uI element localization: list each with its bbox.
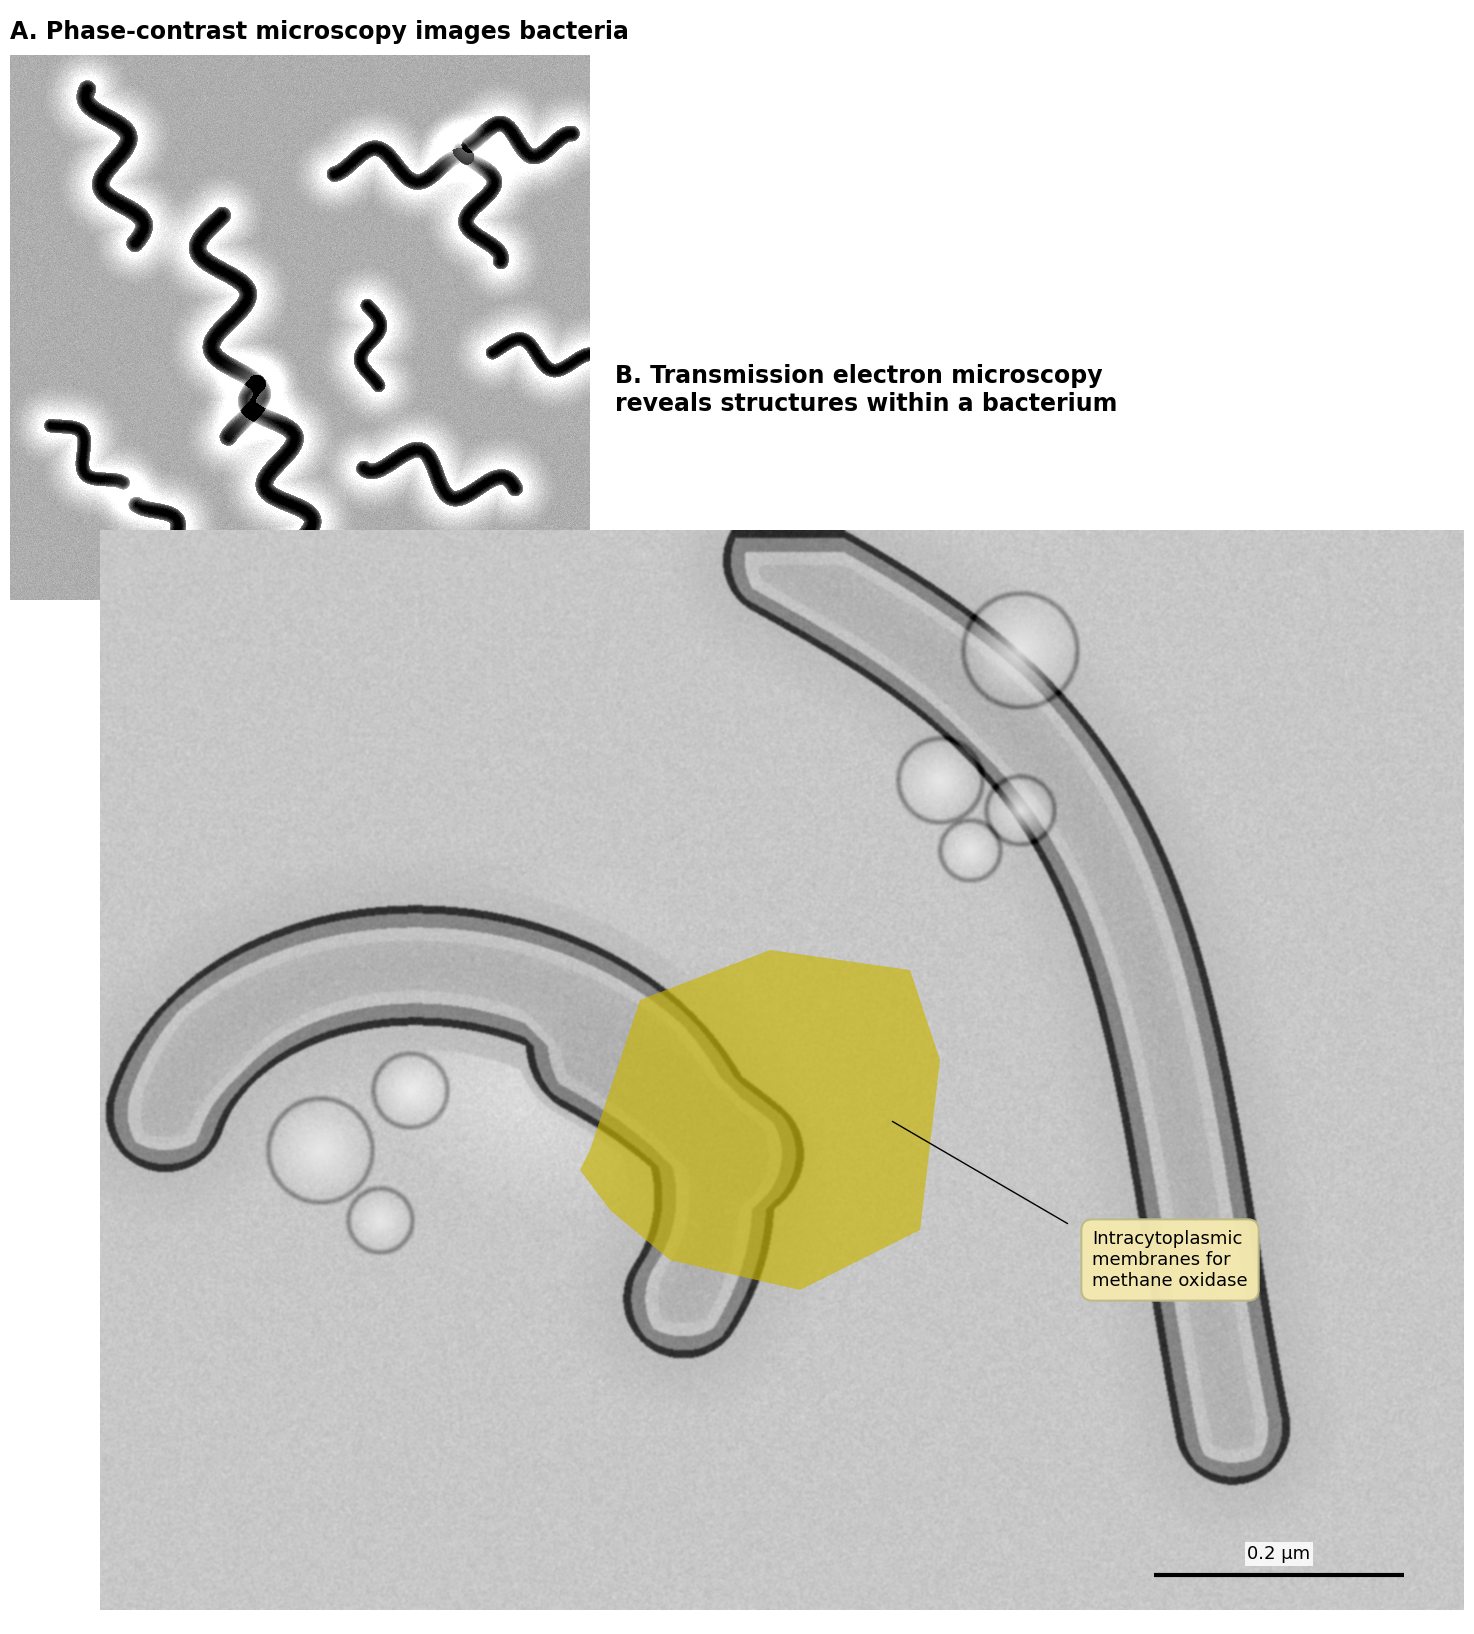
Text: Intracytoplasmic
membranes for
methane oxidase: Intracytoplasmic membranes for methane o… — [1092, 1230, 1248, 1289]
Polygon shape — [579, 949, 940, 1289]
Text: 2 μm: 2 μm — [486, 542, 534, 560]
Text: B. Transmission electron microscopy
reveals structures within a bacterium: B. Transmission electron microscopy reve… — [615, 364, 1117, 417]
Text: A. Phase-contrast microscopy images bacteria: A. Phase-contrast microscopy images bact… — [10, 20, 629, 44]
Text: 0.2 μm: 0.2 μm — [1247, 1546, 1310, 1564]
